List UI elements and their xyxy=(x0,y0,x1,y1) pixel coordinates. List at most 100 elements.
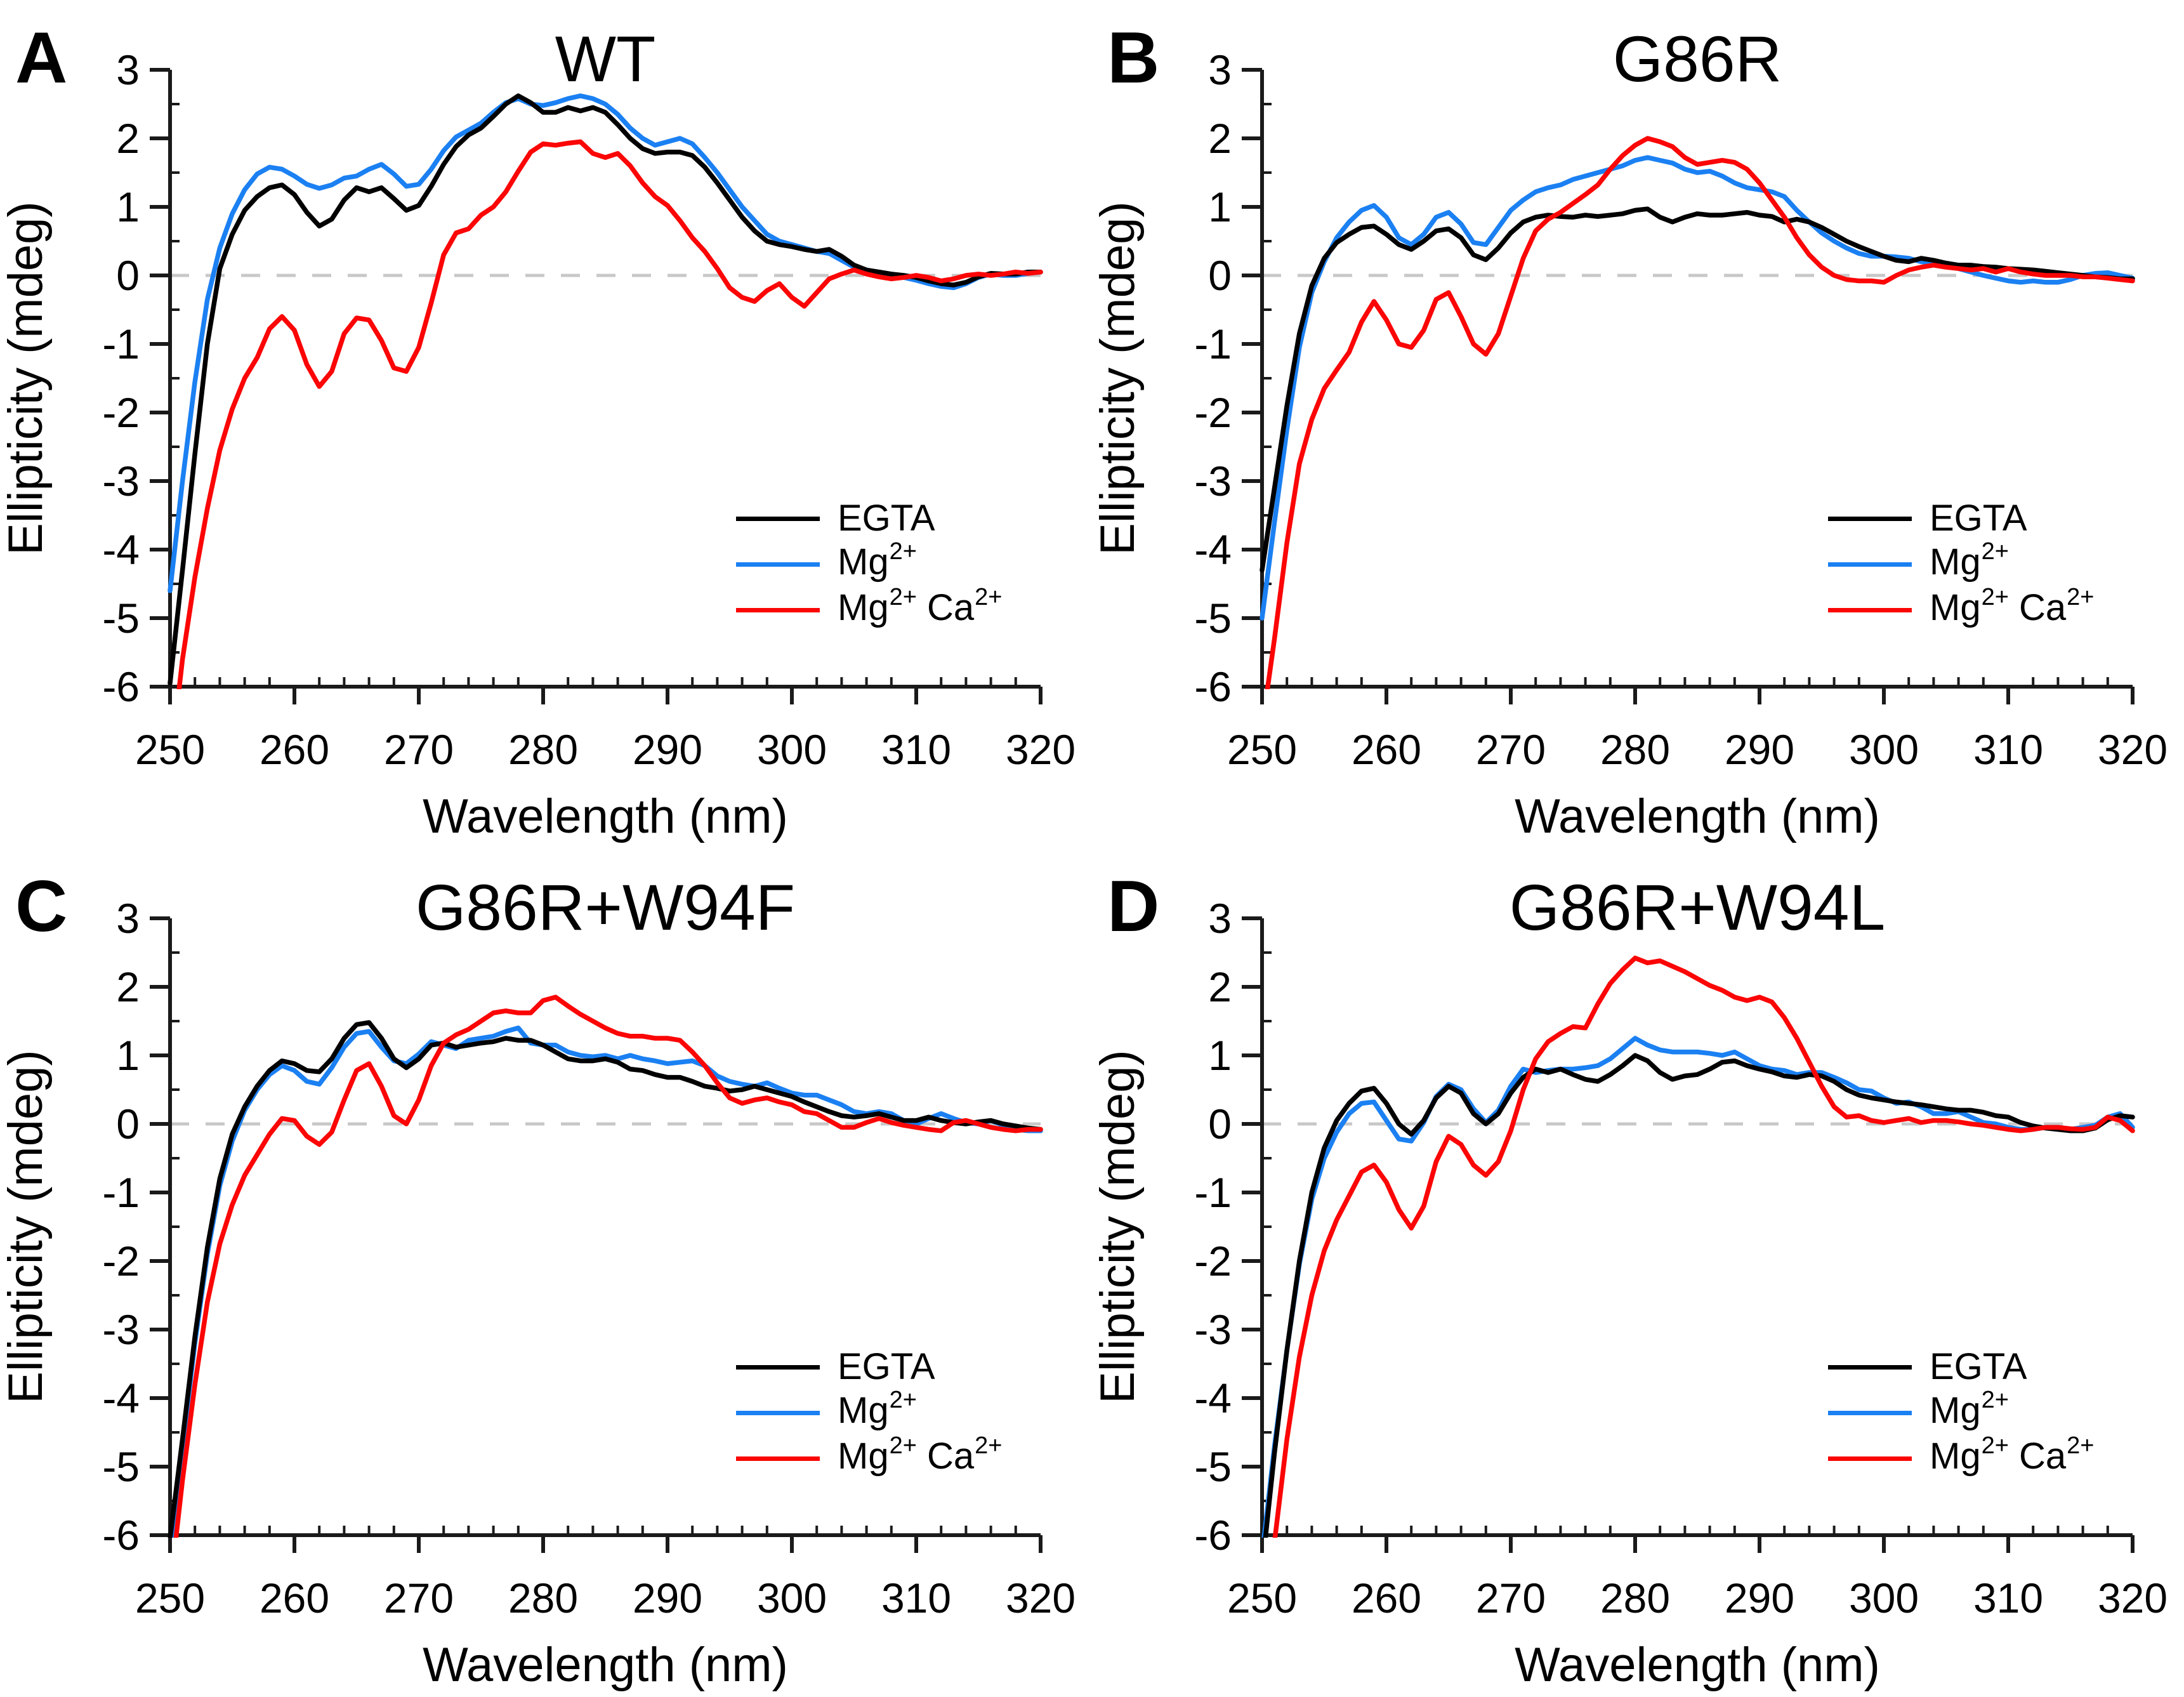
legend-line-swatch xyxy=(1828,607,1912,612)
x-tick-label: 280 xyxy=(1600,726,1670,773)
y-tick-label: 0 xyxy=(1208,252,1232,299)
y-tick-label: -3 xyxy=(102,1306,140,1353)
panel-d-xaxis-label: Wavelength (nm) xyxy=(1515,1638,1880,1692)
y-tick-label: 3 xyxy=(1208,895,1232,942)
y-tick-label: -1 xyxy=(1194,1169,1232,1216)
x-tick-label: 270 xyxy=(1476,726,1546,773)
y-tick-label: 2 xyxy=(116,115,140,162)
x-axis-ticks: 250 260 270 280 290 300 310 320 xyxy=(135,677,1076,773)
legend-item-mg2-: Mg2+ xyxy=(736,538,1079,587)
y-tick-label: 1 xyxy=(116,1032,140,1079)
y-tick-label: -4 xyxy=(1194,526,1232,573)
x-tick-label: 310 xyxy=(881,1575,951,1621)
x-tick-label: 320 xyxy=(1006,1575,1076,1621)
x-tick-label: 280 xyxy=(508,1575,578,1621)
y-tick-label: -1 xyxy=(1194,320,1232,367)
y-tick-label: -5 xyxy=(102,1443,140,1490)
x-tick-label: 300 xyxy=(1849,1575,1919,1621)
x-tick-label: 290 xyxy=(633,726,702,773)
y-tick-label: -4 xyxy=(1194,1375,1232,1422)
y-tick-label: 0 xyxy=(116,1100,140,1147)
y-tick-label: 3 xyxy=(116,895,140,942)
y-tick-label: 1 xyxy=(1208,1032,1232,1079)
legend-item-mg2-: Mg2+ xyxy=(736,1386,1079,1436)
panel-b: 250 260 270 280 290 300 310 320 -6 -5 -4 -3 -2 -1 0 1 2 3… xyxy=(1092,0,2184,848)
panel-d-plot: 250 260 270 280 290 300 310 320 -6 -5 -4 -3 -2 -1 0 1 2 3… xyxy=(1092,866,2168,1692)
y-tick-label: 0 xyxy=(1208,1100,1232,1147)
panel-c-title: G86R+W94F xyxy=(416,871,795,944)
series-line-mg2-ca2- xyxy=(173,994,1043,1538)
y-tick-label: -2 xyxy=(1194,1238,1232,1284)
legend-item-label: Mg2+ xyxy=(838,1386,917,1431)
x-tick-label: 260 xyxy=(1352,726,1421,773)
y-tick-label: -6 xyxy=(102,1512,140,1559)
legend-line-swatch xyxy=(1828,1456,1912,1461)
legend-line-swatch xyxy=(1828,1364,1912,1370)
x-tick-label: 270 xyxy=(384,726,454,773)
y-tick-label: 1 xyxy=(1208,183,1232,230)
x-tick-label: 250 xyxy=(1227,1575,1297,1621)
y-tick-label: -4 xyxy=(102,526,140,573)
x-tick-label: 290 xyxy=(1725,726,1794,773)
y-tick-label: -3 xyxy=(1194,458,1232,505)
legend-item-label: EGTA xyxy=(1930,498,2027,539)
legend-line-swatch xyxy=(1828,562,1912,567)
legend-item-egta: EGTA xyxy=(1828,1344,2171,1390)
legend-item-label: Mg2+ xyxy=(1930,538,2009,583)
legend-item-label: EGTA xyxy=(1930,1346,2027,1387)
panel-c-legend: EGTA Mg2+ Mg2+ Ca2+ xyxy=(736,1344,1079,1481)
legend-item-label: EGTA xyxy=(838,498,935,539)
legend-item-mg2-: Mg2+ xyxy=(1828,538,2171,587)
legend-item-mg2-ca2-: Mg2+ Ca2+ xyxy=(736,583,1079,633)
y-tick-label: -5 xyxy=(102,595,140,642)
legend-item-mg2-ca2-: Mg2+ Ca2+ xyxy=(1828,583,2171,633)
panel-b-title: G86R xyxy=(1613,23,1782,95)
x-tick-label: 250 xyxy=(1227,726,1297,773)
legend-line-swatch xyxy=(736,562,820,567)
legend-item-label: Mg2+ Ca2+ xyxy=(838,1432,1003,1477)
y-tick-label: -2 xyxy=(102,1238,140,1284)
y-axis-ticks: -6 -5 -4 -3 -2 -1 0 1 2 3 xyxy=(102,895,180,1559)
y-tick-label: -6 xyxy=(102,663,140,710)
x-axis-ticks: 250 260 270 280 290 300 310 320 xyxy=(135,1526,1076,1621)
panel-b-xaxis-label: Wavelength (nm) xyxy=(1515,789,1880,843)
y-tick-label: -3 xyxy=(1194,1306,1232,1353)
y-tick-label: -5 xyxy=(1194,1443,1232,1490)
y-tick-label: 2 xyxy=(116,963,140,1010)
panel-a-plot: 250 260 270 280 290 300 310 320 -6 -5 -4 -3 -2 -1 0 1 2 3… xyxy=(0,18,1076,843)
legend-item-label: Mg2+ Ca2+ xyxy=(1930,1432,2095,1477)
legend-item-mg2-ca2-: Mg2+ Ca2+ xyxy=(1828,1432,2171,1481)
legend-item-egta: EGTA xyxy=(736,496,1079,541)
panel-b-legend: EGTA Mg2+ Mg2+ Ca2+ xyxy=(1828,496,2171,633)
legend-item-mg2-: Mg2+ xyxy=(1828,1387,2171,1436)
x-tick-label: 290 xyxy=(1725,1575,1794,1621)
panel-c-letter: C xyxy=(15,866,67,947)
panel-a-xaxis-label: Wavelength (nm) xyxy=(423,789,788,843)
panel-b-letter: B xyxy=(1107,18,1159,98)
x-tick-label: 310 xyxy=(881,726,951,773)
panel-c-plot: 250 260 270 280 290 300 310 320 -6 -5 -4 -3 -2 -1 0 1 2 3… xyxy=(0,866,1076,1692)
panel-c-xaxis-label: Wavelength (nm) xyxy=(423,1638,788,1692)
panel-d-legend: EGTA Mg2+ Mg2+ Ca2+ xyxy=(1828,1344,2171,1481)
x-tick-label: 310 xyxy=(1973,726,2043,773)
x-tick-label: 260 xyxy=(260,1575,329,1621)
y-tick-label: -1 xyxy=(102,1169,140,1216)
legend-item-label: Mg2+ Ca2+ xyxy=(1930,583,2095,628)
legend-line-swatch xyxy=(1828,516,1912,521)
y-tick-label: -4 xyxy=(102,1375,140,1422)
x-tick-label: 300 xyxy=(757,1575,827,1621)
legend-item-label: Mg2+ Ca2+ xyxy=(838,583,1003,628)
x-tick-label: 280 xyxy=(508,726,578,773)
panel-b-yaxis-label: Ellipticity (mdeg) xyxy=(1092,201,1145,555)
y-axis-ticks: -6 -5 -4 -3 -2 -1 0 1 2 3 xyxy=(102,46,180,710)
panel-a-title: WT xyxy=(555,23,656,95)
x-axis-ticks: 250 260 270 280 290 300 310 320 xyxy=(1227,677,2168,773)
x-tick-label: 320 xyxy=(2098,1575,2168,1621)
y-tick-label: 1 xyxy=(116,183,140,230)
legend-item-label: EGTA xyxy=(838,1346,935,1387)
x-tick-label: 300 xyxy=(757,726,827,773)
panel-d-yaxis-label: Ellipticity (mdeg) xyxy=(1092,1050,1145,1403)
series-line-egta xyxy=(168,1020,1043,1538)
panel-a-legend: EGTA Mg2+ Mg2+ Ca2+ xyxy=(736,496,1079,633)
panel-d: 250 260 270 280 290 300 310 320 -6 -5 -4 -3 -2 -1 0 1 2 3… xyxy=(1092,848,2184,1697)
